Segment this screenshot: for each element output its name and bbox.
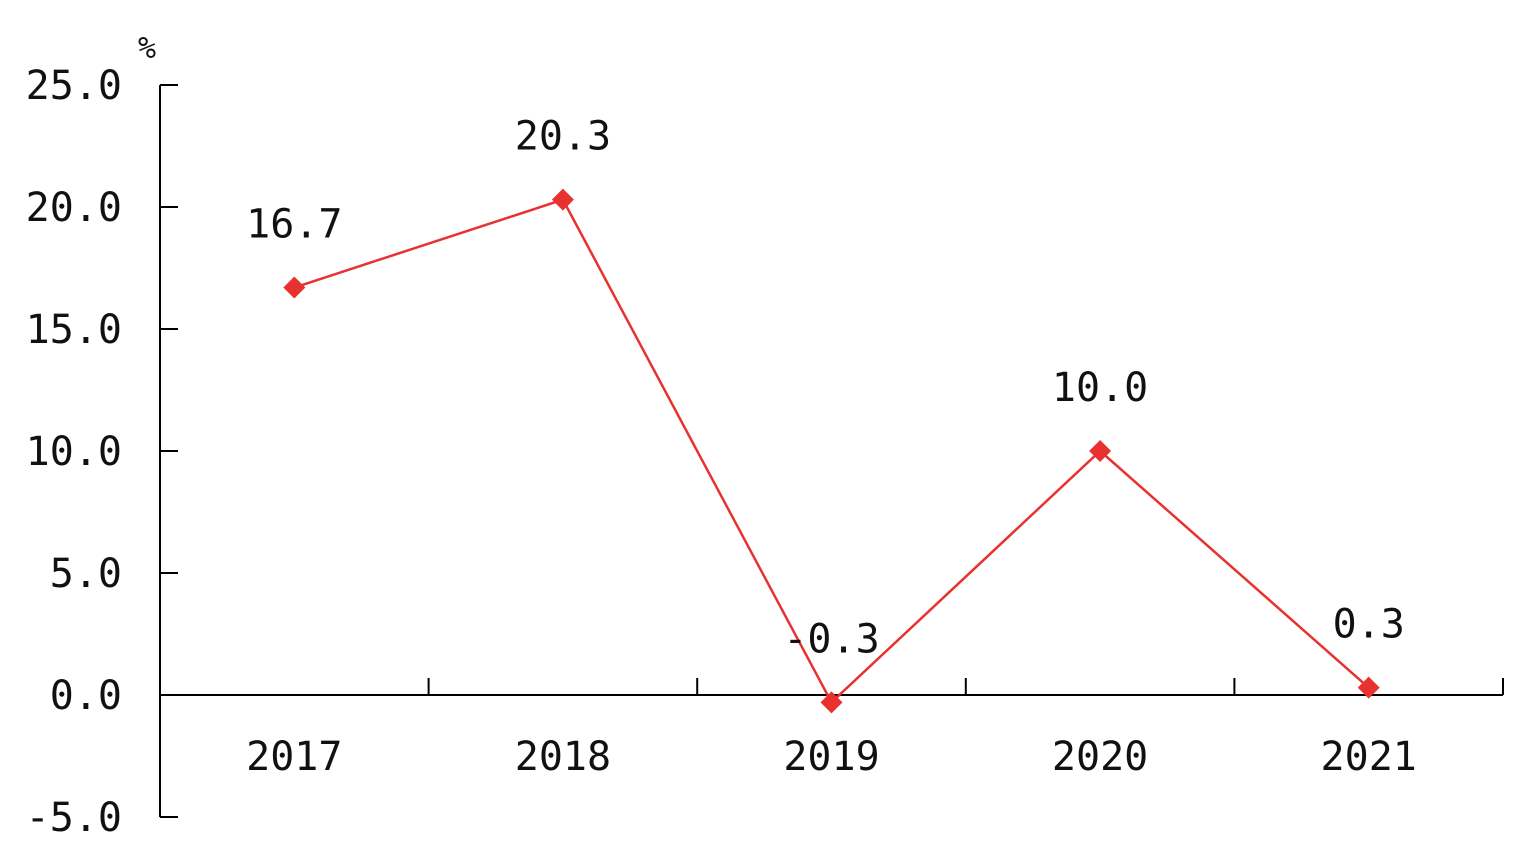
y-tick-label: 0.0 xyxy=(50,673,122,719)
y-tick-label: 15.0 xyxy=(26,307,122,353)
data-label: 16.7 xyxy=(246,202,342,248)
y-tick-label: -5.0 xyxy=(26,795,122,841)
y-axis: 25.0 20.0 15.0 10.0 5.0 0.0 -5.0 xyxy=(26,63,178,841)
data-label: -0.3 xyxy=(783,616,879,662)
data-point-marker xyxy=(551,188,574,211)
x-tick-label: 2018 xyxy=(515,734,611,780)
data-label: 20.3 xyxy=(515,114,611,160)
y-tick-label: 5.0 xyxy=(50,551,122,597)
series-line-group: 16.7 20.3 -0.3 10.0 0.3 xyxy=(246,114,1405,714)
y-tick-label: 20.0 xyxy=(26,185,122,231)
data-point-marker xyxy=(283,276,306,299)
x-tick-label: 2021 xyxy=(1321,734,1417,780)
x-tick-label: 2020 xyxy=(1052,734,1148,780)
x-tick-label: 2019 xyxy=(783,734,879,780)
data-label: 10.0 xyxy=(1052,365,1148,411)
data-point-marker xyxy=(1089,440,1112,462)
x-tick-label: 2017 xyxy=(246,734,342,780)
data-point-marker xyxy=(820,691,843,714)
y-tick-label: 25.0 xyxy=(26,63,122,109)
data-label: 0.3 xyxy=(1333,602,1405,648)
data-point-marker xyxy=(1357,676,1380,699)
y-tick-label: 10.0 xyxy=(26,429,122,475)
y-unit-label: % xyxy=(138,31,156,66)
